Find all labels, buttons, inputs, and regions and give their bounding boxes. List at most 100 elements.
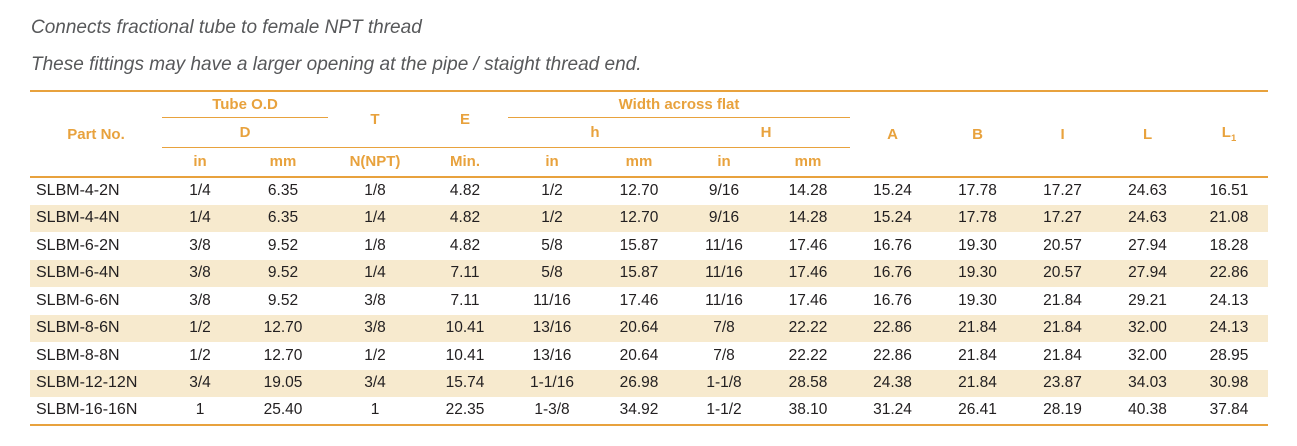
value-cell: 18.28	[1209, 236, 1249, 254]
col-header-d: D	[162, 117, 328, 148]
value-cell: 1/2	[364, 346, 386, 364]
value-cell: 17.46	[788, 291, 828, 309]
value-cell: 12.70	[263, 346, 303, 364]
spec-table-body: SLBM-4-2N 1/4 6.35 1/8 4.82 1/2 12.70 9/16 14.28…	[30, 177, 1269, 425]
value-cell: 21.84	[958, 374, 997, 392]
value-cell: 16.76	[873, 291, 912, 309]
unit-hu-in: in	[682, 147, 766, 178]
value-cell: 6.35	[267, 182, 299, 200]
value-cell: 15.24	[873, 182, 912, 200]
value-cell: 17.46	[619, 291, 659, 309]
value-cell: 5/8	[541, 236, 563, 254]
value-cell: 21.84	[958, 346, 997, 364]
value-cell: 17.46	[788, 264, 828, 282]
value-cell: 24.63	[1128, 182, 1167, 200]
intro-line-1: Connects fractional tube to female NPT t…	[31, 17, 422, 38]
value-cell: 13/16	[532, 346, 572, 364]
part-no-cell: SLBM-6-6N	[36, 291, 120, 309]
value-cell: 9/16	[708, 209, 740, 227]
table-row: SLBM-6-6N 3/8 9.52 3/8 7.11 11/16 17.46 11/16 17…	[30, 287, 1268, 315]
table-row: SLBM-4-4N 1/4 6.35 1/4 4.82 1/2 12.70 9/16 14.28…	[30, 204, 1269, 232]
value-cell: 1/2	[189, 319, 211, 337]
value-cell: 13/16	[532, 319, 572, 337]
value-cell: 15.87	[619, 264, 659, 282]
value-cell: 32.00	[1128, 319, 1167, 337]
col-group-width-across-flat: Width across flat	[508, 91, 851, 118]
unit-h-mm: mm	[596, 147, 682, 178]
value-cell: 24.63	[1128, 209, 1167, 227]
value-cell: 15.74	[445, 374, 485, 392]
value-cell: 4.82	[449, 236, 481, 254]
unit-d-mm: mm	[238, 147, 328, 178]
value-cell: 17.27	[1043, 182, 1082, 200]
col-header-h-lower: h	[508, 117, 682, 148]
value-cell: 16.51	[1209, 182, 1249, 200]
value-cell: 19.30	[958, 236, 997, 254]
value-cell: 3/8	[364, 291, 386, 309]
col-header-e: E	[422, 91, 508, 148]
col-header-t: T	[328, 91, 422, 148]
value-cell: 3/8	[189, 236, 211, 254]
value-cell: 1-3/8	[534, 401, 570, 419]
header-row-dims: D h H	[30, 117, 1268, 148]
spec-table-header: Part No. Tube O.D T E Width across flat …	[30, 91, 1269, 178]
value-cell: 17.78	[958, 182, 997, 200]
value-cell: 29.21	[1128, 291, 1167, 309]
value-cell: 22.86	[1209, 264, 1249, 282]
value-cell: 21.84	[1043, 346, 1082, 364]
col-header-l1: L1	[1190, 91, 1269, 178]
value-cell: 1-1/2	[706, 401, 742, 419]
value-cell: 10.41	[445, 319, 485, 337]
unit-hu-mm: mm	[766, 147, 851, 178]
value-cell: 4.82	[449, 182, 481, 200]
value-cell: 28.19	[1043, 401, 1082, 419]
value-cell: 22.22	[788, 346, 828, 364]
col-header-l: L	[1105, 91, 1191, 178]
unit-e-min: Min.	[422, 147, 508, 178]
unit-h-in: in	[508, 147, 596, 178]
header-row-groups: Part No. Tube O.D T E Width across flat …	[30, 91, 1269, 178]
value-cell: 7.11	[450, 291, 480, 309]
intro-line-2: These fittings may have a larger opening…	[31, 54, 642, 75]
part-no-cell: SLBM-12-12N	[36, 374, 138, 392]
part-no-cell: SLBM-4-4N	[36, 209, 120, 227]
value-cell: 1/4	[189, 182, 211, 200]
value-cell: 7/8	[713, 319, 735, 337]
value-cell: 34.92	[619, 401, 659, 419]
part-no-cell: SLBM-16-16N	[36, 401, 138, 419]
value-cell: 24.13	[1209, 319, 1249, 337]
l1-subscript: 1	[1230, 133, 1237, 144]
part-no-cell: SLBM-8-8N	[36, 346, 120, 364]
value-cell: 22.35	[445, 401, 485, 419]
value-cell: 3/8	[189, 291, 211, 309]
value-cell: 27.94	[1128, 264, 1167, 282]
value-cell: 16.76	[873, 264, 912, 282]
value-cell: 11/16	[533, 291, 571, 309]
value-cell: 7.11	[450, 264, 480, 282]
value-cell: 1-1/8	[706, 374, 742, 392]
value-cell: 31.24	[873, 401, 912, 419]
part-no-cell: SLBM-6-4N	[36, 264, 120, 282]
value-cell: 20.57	[1043, 236, 1082, 254]
value-cell: 1/2	[189, 346, 211, 364]
value-cell: 21.08	[1209, 209, 1249, 227]
value-cell: 28.95	[1209, 346, 1249, 364]
value-cell: 21.84	[1043, 319, 1082, 337]
part-no-cell: SLBM-6-2N	[36, 236, 120, 254]
value-cell: 22.86	[873, 319, 912, 337]
value-cell: 11/16	[705, 264, 743, 282]
value-cell: 1/8	[364, 182, 386, 200]
value-cell: 1/2	[541, 182, 563, 200]
value-cell: 9.52	[267, 291, 299, 309]
part-no-cell: SLBM-8-6N	[36, 319, 120, 337]
table-row: SLBM-6-2N 3/8 9.52 1/8 4.82 5/8 15.87 11/16 17.4…	[30, 232, 1268, 260]
value-cell: 11/16	[705, 291, 743, 309]
table-row: SLBM-8-6N 1/2 12.70 3/8 10.41 13/16 20.64 7/8 22…	[30, 314, 1269, 342]
value-cell: 21.84	[958, 319, 997, 337]
value-cell: 1/4	[189, 209, 211, 227]
value-cell: 5/8	[541, 264, 563, 282]
value-cell: 9.52	[267, 264, 299, 282]
value-cell: 21.84	[1043, 291, 1082, 309]
col-group-tube-od: Tube O.D	[162, 91, 328, 118]
